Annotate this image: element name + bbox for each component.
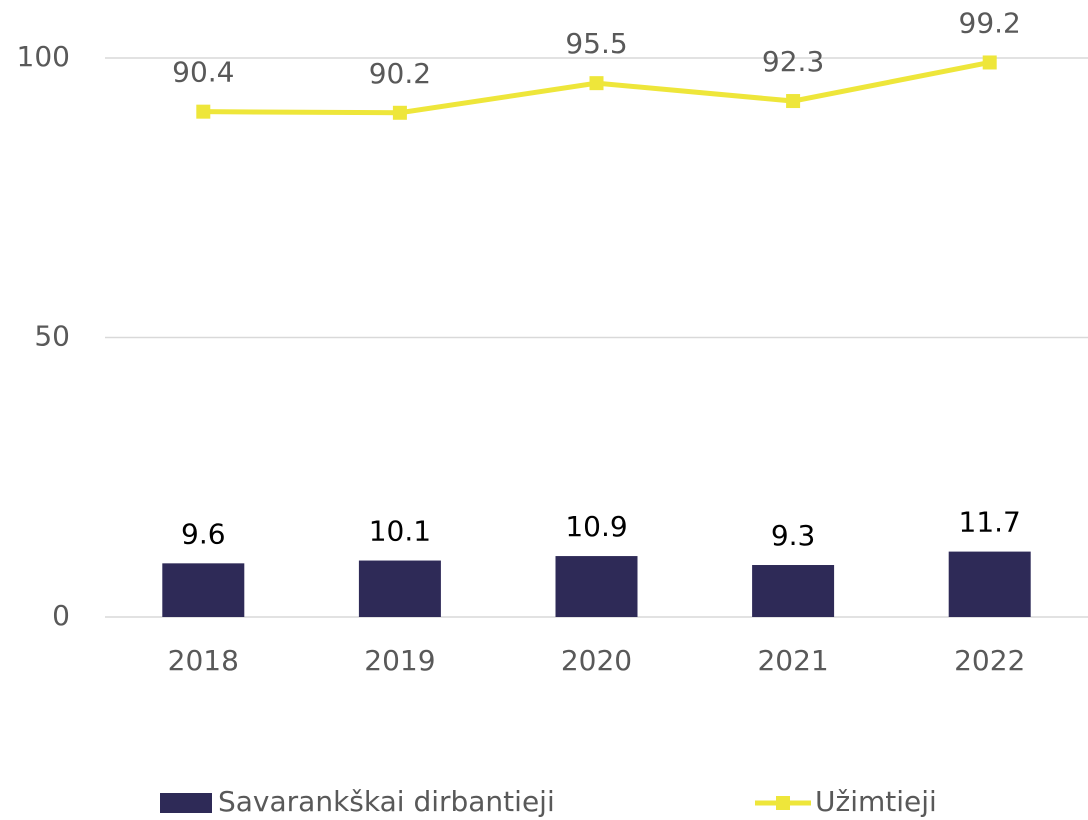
x-tick-label: 2020 [561,644,632,677]
line-marker [786,94,801,109]
data-label: 90.4 [172,56,234,89]
legend-label: Užimtieji [815,785,937,818]
line-marker [392,105,407,120]
data-label: 9.3 [771,519,816,552]
x-tick-label: 2018 [168,644,239,677]
legend-swatch [160,793,212,813]
bar [948,551,1031,617]
legend-label: Savarankškai dirbantieji [218,785,555,818]
x-tick-label: 2021 [757,644,828,677]
y-tick-label: 0 [52,599,70,632]
data-label: 92.3 [762,45,824,78]
data-label: 99.2 [959,6,1021,39]
bar [555,556,638,617]
x-tick-label: 2019 [364,644,435,677]
bar [162,563,245,617]
data-label: 10.9 [565,510,627,543]
data-label: 10.1 [369,515,431,548]
line-marker [982,55,997,70]
y-tick-label: 100 [17,40,70,73]
y-tick-label: 50 [34,320,70,353]
bar [752,565,835,617]
data-label: 95.5 [565,27,627,60]
data-label: 90.2 [369,57,431,90]
data-label: 9.6 [181,517,226,550]
line-marker [196,104,211,119]
legend-marker [776,796,790,810]
x-tick-label: 2022 [954,644,1025,677]
data-label: 11.7 [959,506,1021,539]
line-marker [589,76,604,91]
bar [358,560,441,617]
